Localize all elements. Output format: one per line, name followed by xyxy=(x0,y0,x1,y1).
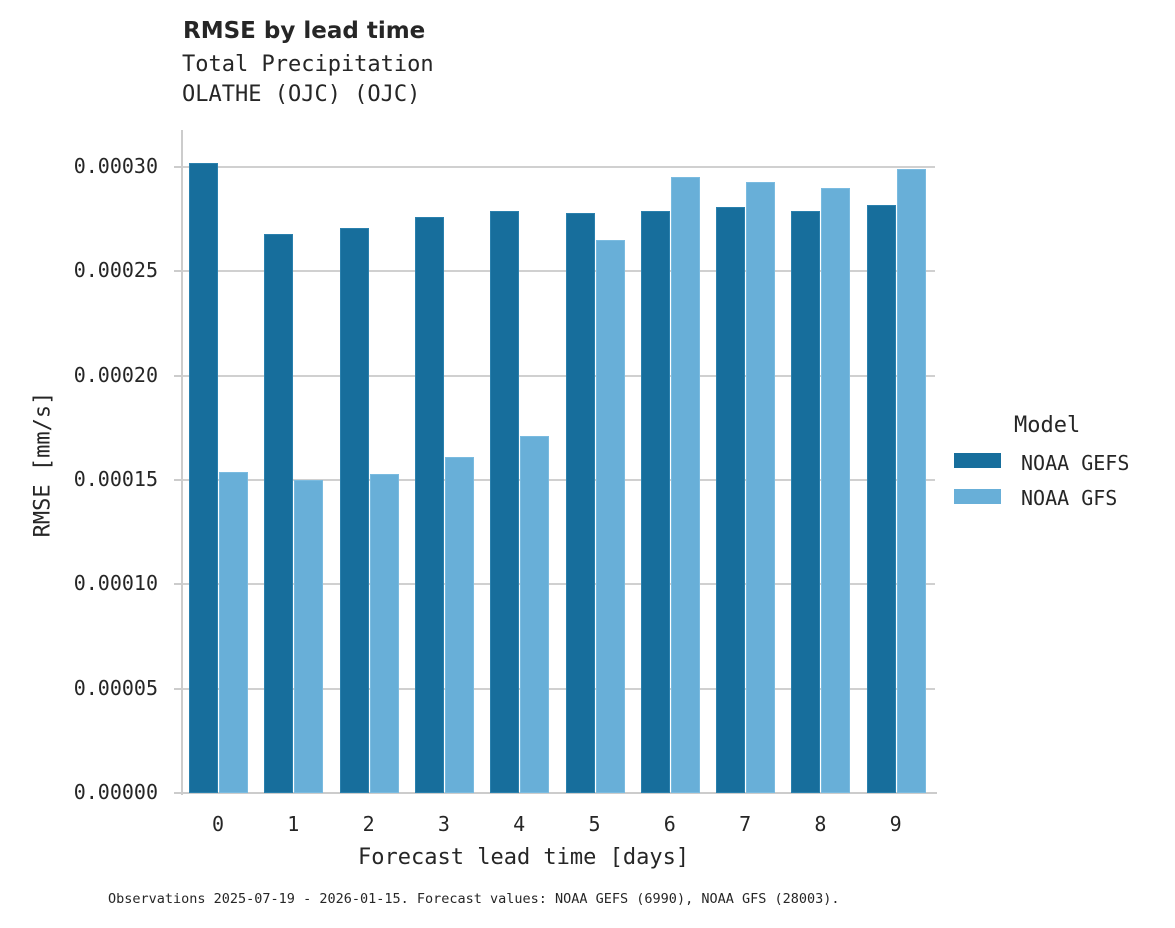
y-tick-mark xyxy=(174,270,181,272)
x-tick-label: 5 xyxy=(588,812,601,836)
x-tick-label: 2 xyxy=(362,812,375,836)
bar-gefs-2 xyxy=(339,227,369,793)
bar-gfs-8 xyxy=(821,187,851,793)
x-tick-label: 8 xyxy=(814,812,827,836)
bar-gefs-0 xyxy=(189,162,218,793)
y-tick-mark xyxy=(174,688,181,690)
y-tick-mark xyxy=(174,166,181,168)
bar-gefs-9 xyxy=(866,204,896,793)
bar-gefs-6 xyxy=(640,210,670,793)
y-axis-title: RMSE [mm/s] xyxy=(30,391,56,538)
bar-gefs-3 xyxy=(414,217,444,793)
bar-gefs-4 xyxy=(490,210,520,793)
y-tick-label: 0.00030 xyxy=(73,154,158,178)
gridline xyxy=(183,270,935,272)
x-tick-label: 1 xyxy=(287,812,300,836)
y-tick-label: 0.00025 xyxy=(73,258,158,282)
gridline xyxy=(183,583,935,585)
y-tick-mark xyxy=(174,375,181,377)
legend-label-gfs: NOAA GFS xyxy=(1021,486,1118,510)
bar-gefs-5 xyxy=(565,212,595,793)
chart-subtitle-variable: Total Precipitation xyxy=(182,52,434,77)
legend-label-gefs: NOAA GEFS xyxy=(1021,451,1130,475)
y-axis-line xyxy=(181,130,183,795)
x-axis-title: Forecast lead time [days] xyxy=(358,845,690,870)
x-tick-label: 6 xyxy=(663,812,676,836)
x-tick-label: 9 xyxy=(889,812,902,836)
bar-gfs-2 xyxy=(369,473,399,793)
bar-gfs-0 xyxy=(219,471,248,793)
y-tick-mark xyxy=(174,583,181,585)
gridline xyxy=(183,479,935,481)
y-tick-label: 0.00005 xyxy=(73,676,158,700)
x-axis-line xyxy=(181,792,937,794)
x-tick-label: 3 xyxy=(437,812,450,836)
y-tick-label: 0.00010 xyxy=(73,571,158,595)
gridline xyxy=(183,688,935,690)
gridline xyxy=(183,375,935,377)
y-tick-label: 0.00020 xyxy=(73,363,158,387)
bar-gefs-7 xyxy=(716,206,746,793)
bar-gfs-6 xyxy=(670,177,700,793)
bar-gfs-1 xyxy=(294,480,324,793)
y-tick-mark xyxy=(174,479,181,481)
x-tick-label: 4 xyxy=(513,812,526,836)
bar-gfs-4 xyxy=(520,436,550,793)
bar-gefs-1 xyxy=(264,233,294,793)
chart-subtitle-station: OLATHE (OJC) (OJC) xyxy=(182,82,421,107)
bar-gefs-8 xyxy=(791,210,821,793)
y-tick-label: 0.00015 xyxy=(73,467,158,491)
legend-swatch-gefs xyxy=(954,453,1001,468)
chart-title: RMSE by lead time xyxy=(183,18,426,44)
y-tick-label: 0.00000 xyxy=(73,780,158,804)
bar-gfs-5 xyxy=(595,240,625,793)
legend-title: Model xyxy=(1014,413,1081,438)
legend-swatch-gfs xyxy=(954,489,1001,504)
y-tick-mark xyxy=(174,792,181,794)
bar-gfs-3 xyxy=(444,457,474,793)
bar-gfs-7 xyxy=(746,181,776,793)
x-tick-label: 7 xyxy=(739,812,752,836)
bar-gfs-9 xyxy=(896,169,926,793)
gridline xyxy=(183,166,935,168)
footnote: Observations 2025-07-19 - 2026-01-15. Fo… xyxy=(108,891,840,907)
x-tick-label: 0 xyxy=(211,812,225,836)
